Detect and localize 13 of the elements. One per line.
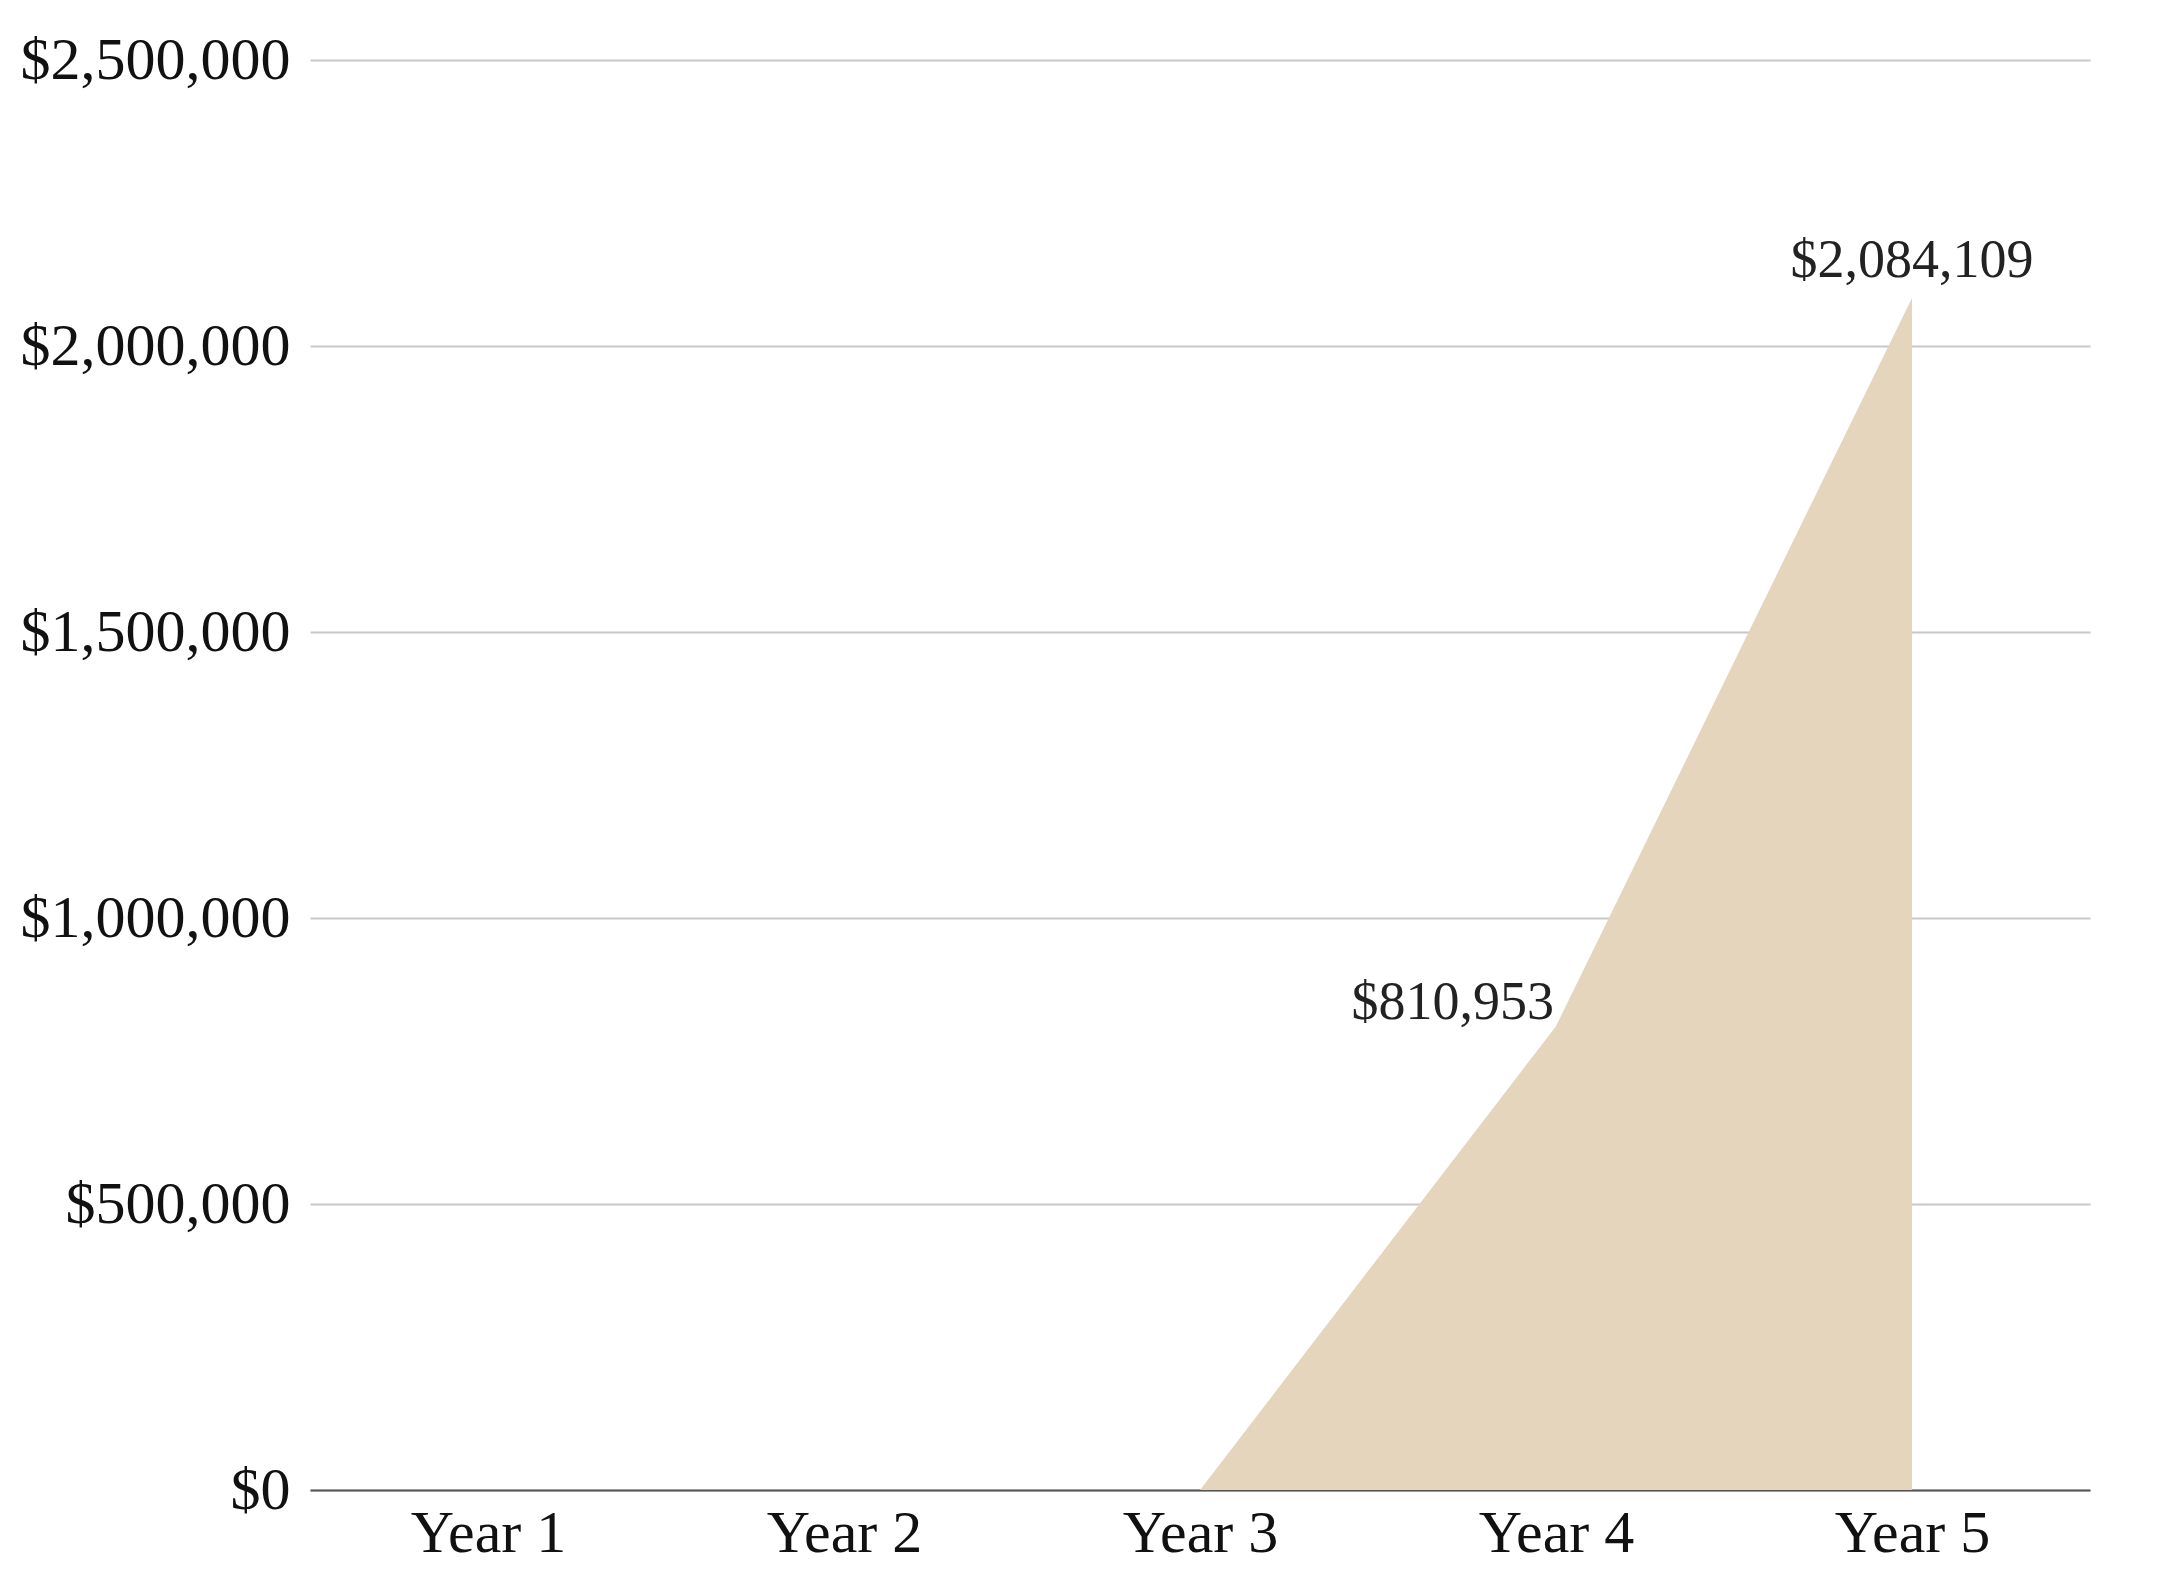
y-tick-label: $1,000,000 [20, 883, 291, 950]
y-tick-label: $1,500,000 [20, 597, 291, 664]
x-tick-label: Year 2 [766, 1498, 923, 1565]
y-tick-label: $2,000,000 [20, 311, 291, 378]
y-tick-label: $2,500,000 [20, 25, 291, 92]
data-label: $810,953 [1351, 971, 1554, 1032]
x-tick-label: Year 1 [410, 1498, 567, 1565]
x-tick-label: Year 5 [1834, 1498, 1991, 1565]
data-label: $2,084,109 [1790, 228, 2034, 289]
y-tick-label: $500,000 [65, 1169, 291, 1236]
y-tick-label: $0 [230, 1455, 291, 1522]
x-tick-label: Year 4 [1478, 1498, 1635, 1565]
x-tick-label: Year 3 [1122, 1498, 1279, 1565]
